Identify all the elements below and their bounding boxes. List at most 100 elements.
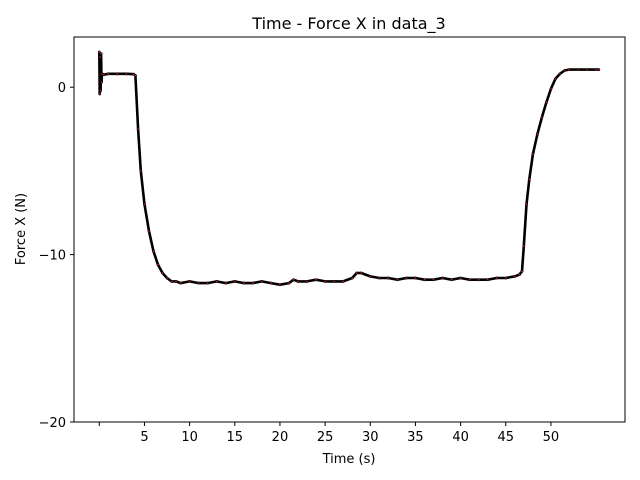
data-point — [260, 279, 264, 283]
data-point — [179, 281, 182, 285]
data-point — [102, 73, 106, 77]
data-point — [278, 283, 282, 287]
data-point — [98, 92, 102, 96]
y-axis: 0 −10 −20 — [39, 81, 74, 431]
data-point — [161, 271, 164, 275]
data-point — [495, 276, 499, 280]
data-point — [563, 69, 566, 72]
data-point — [100, 80, 103, 84]
data-point — [292, 278, 295, 282]
data-point — [459, 276, 463, 280]
data-point — [136, 127, 140, 131]
data-point — [386, 276, 390, 280]
data-point — [251, 281, 255, 285]
data-point — [517, 273, 521, 277]
data-point — [341, 279, 345, 283]
data-point — [332, 279, 336, 283]
x-axis-label: Time (s) — [322, 452, 376, 467]
data-point — [423, 278, 426, 282]
x-tick-label: 35 — [407, 430, 424, 445]
data-point — [405, 276, 408, 280]
data-point — [98, 55, 102, 59]
data-point — [206, 281, 210, 285]
data-point — [269, 281, 273, 285]
data-point — [558, 72, 562, 76]
data-point — [143, 202, 146, 206]
plot-frame — [73, 36, 626, 423]
data-point — [305, 279, 309, 283]
data-point — [535, 132, 539, 136]
data-point — [134, 74, 137, 77]
data-point — [188, 279, 192, 283]
data-point — [567, 68, 571, 72]
data-point — [287, 281, 291, 285]
data-point — [174, 279, 178, 283]
x-tick-label: 50 — [543, 430, 560, 445]
x-tick-label: 25 — [317, 430, 334, 445]
x-tick-label: 30 — [362, 430, 379, 445]
x-tick-label: 20 — [272, 430, 289, 445]
data-point — [215, 279, 219, 283]
data-point — [527, 177, 531, 181]
data-point — [99, 52, 103, 56]
x-tick-label: 40 — [452, 430, 469, 445]
data-point — [124, 72, 128, 76]
data-point — [323, 279, 327, 283]
x-tick-label: 45 — [497, 430, 514, 445]
data-point — [432, 278, 435, 282]
y-tick-label: −10 — [39, 249, 66, 264]
data-point — [97, 50, 101, 54]
data-point — [368, 274, 372, 278]
data-point — [132, 72, 136, 76]
data-point — [99, 89, 103, 92]
data-point — [314, 278, 318, 282]
y-tick-label: −20 — [39, 416, 66, 431]
data-point — [525, 202, 528, 206]
y-axis-label: Force X (N) — [14, 193, 29, 265]
x-tick-label: 10 — [181, 430, 198, 445]
data-point — [350, 276, 354, 280]
data-point — [477, 278, 481, 282]
data-point — [377, 276, 381, 280]
data-point — [224, 281, 228, 285]
data-point — [106, 72, 110, 76]
data-point — [355, 271, 359, 275]
data-point — [450, 278, 453, 282]
data-point — [170, 279, 173, 283]
y-tick-label: 0 — [58, 81, 66, 96]
x-tick-label: 15 — [227, 430, 244, 445]
data-point — [549, 87, 553, 91]
data-point — [522, 244, 526, 248]
data-point — [585, 68, 589, 72]
data-point — [531, 152, 535, 156]
data-point — [441, 276, 444, 280]
chart-title: Time - Force X in data_3 — [251, 14, 445, 34]
data-point — [115, 72, 119, 76]
data-point — [296, 279, 300, 283]
data-point — [156, 263, 160, 267]
data-point — [395, 278, 399, 282]
data-point — [513, 274, 517, 278]
x-tick-label: 5 — [140, 430, 148, 445]
data-point — [139, 169, 143, 173]
data-point — [597, 68, 601, 72]
data-point — [504, 276, 508, 280]
data-point — [486, 278, 490, 282]
data-point — [576, 68, 580, 72]
data-point — [359, 271, 363, 275]
data-point — [233, 279, 237, 283]
data-point — [545, 100, 548, 104]
data-point — [197, 281, 201, 285]
series-line — [98, 52, 599, 287]
plot-series — [97, 50, 601, 287]
data-point — [165, 276, 169, 280]
data-point — [468, 278, 472, 282]
data-point — [414, 276, 417, 280]
data-point — [554, 77, 557, 81]
data-point — [540, 115, 544, 119]
data-point — [152, 249, 155, 253]
data-point — [242, 281, 246, 285]
data-point — [147, 229, 151, 233]
data-point — [594, 68, 598, 72]
